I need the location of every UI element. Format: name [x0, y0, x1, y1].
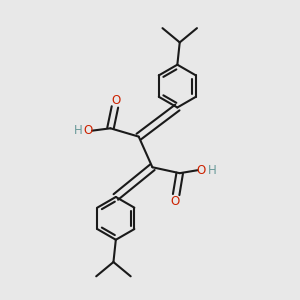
Text: O: O [171, 195, 180, 208]
Text: O: O [111, 94, 120, 107]
Text: O: O [84, 124, 93, 137]
Text: O: O [196, 164, 206, 177]
Text: H: H [74, 124, 82, 137]
Text: H: H [207, 164, 216, 177]
